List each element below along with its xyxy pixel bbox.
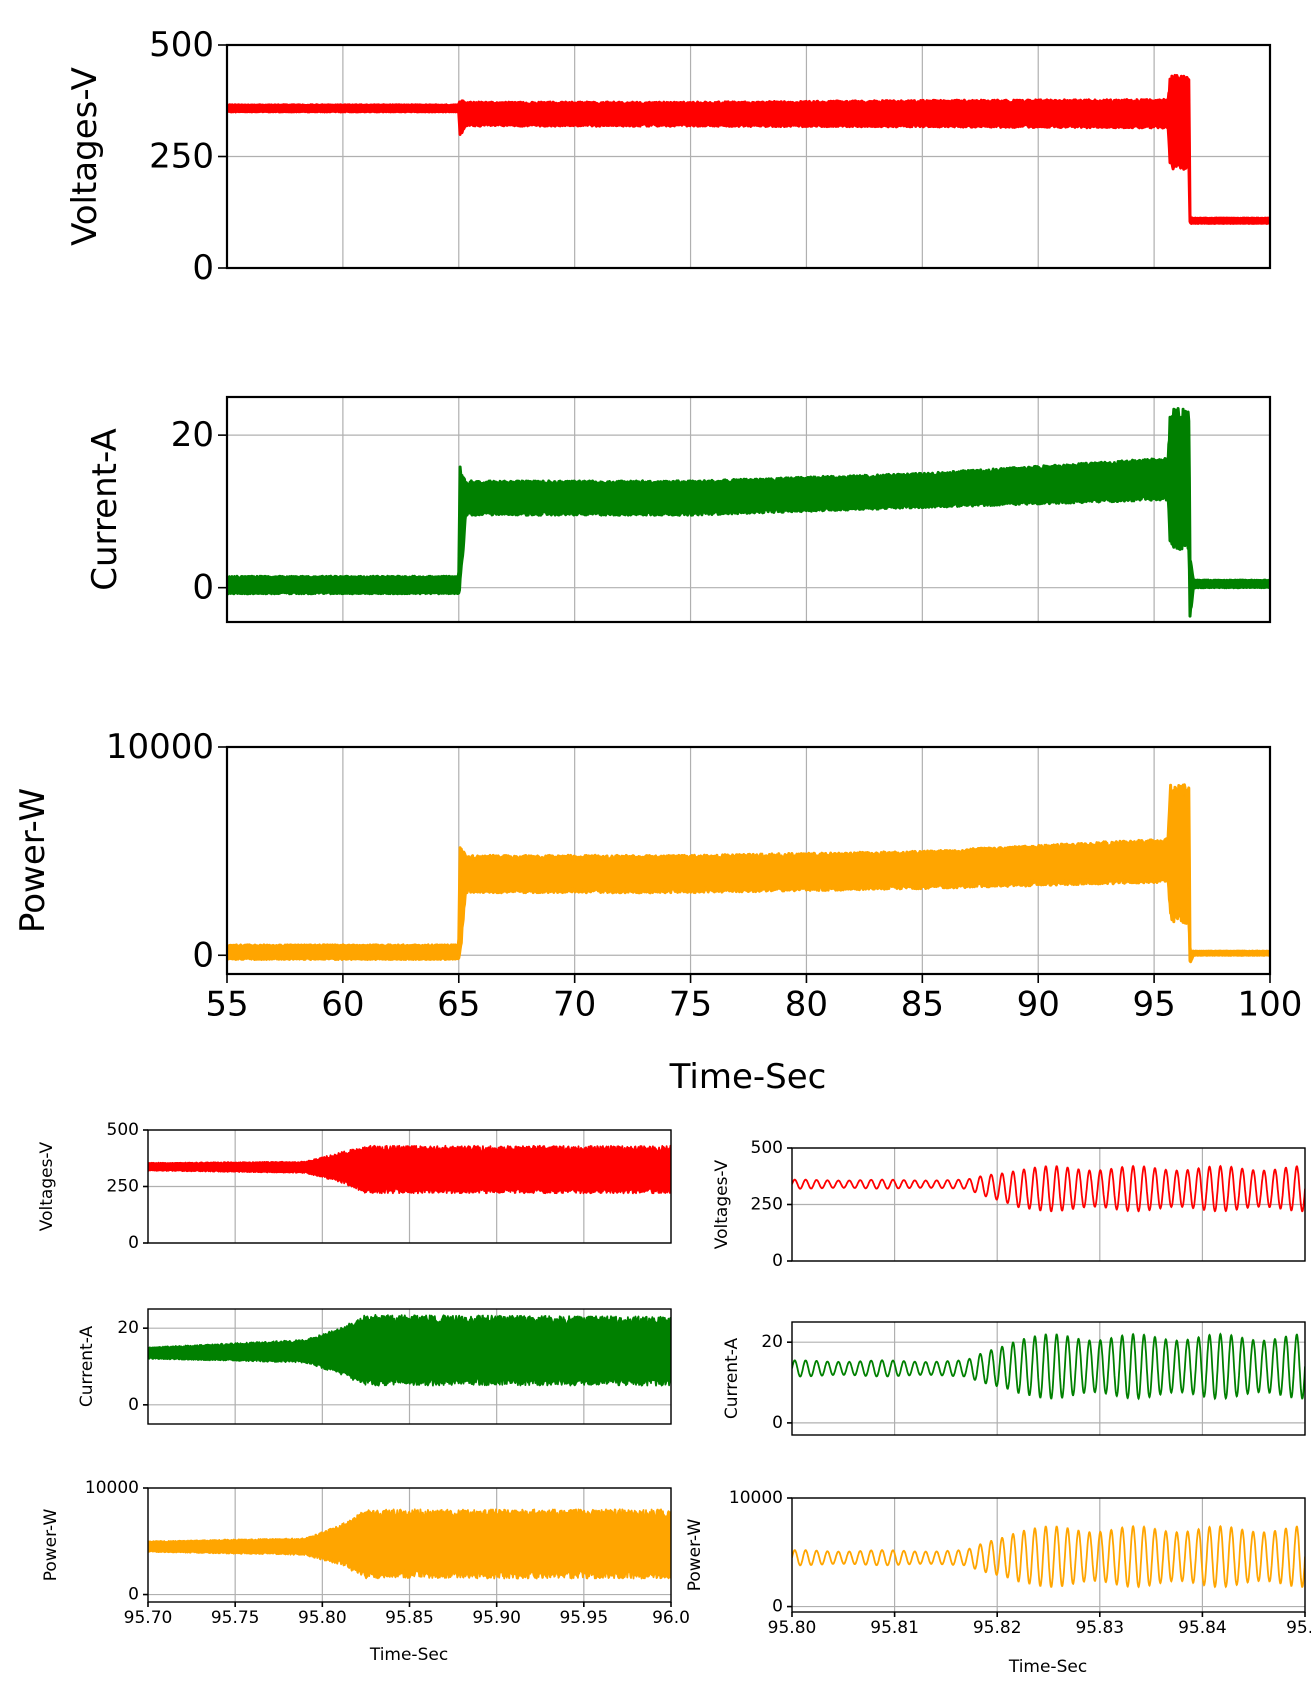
y-tick-label: 0 bbox=[192, 568, 214, 608]
x-tick-label: 70 bbox=[553, 984, 596, 1024]
x-tick-label: 95.80 bbox=[768, 1618, 817, 1638]
chart-panel-zoom2-power-w: 0 10000 95.80 95.81 95.82 95.83 95.84 95.8 Power… bbox=[685, 1488, 1311, 1677]
x-tick-label: 95.83 bbox=[1075, 1618, 1124, 1638]
series-voltage bbox=[148, 1144, 671, 1195]
y-axis-label: Power-W bbox=[685, 1519, 705, 1592]
x-tick-label: 95.82 bbox=[973, 1618, 1022, 1638]
series-current bbox=[792, 1332, 1305, 1401]
chart-panel-zoom1-voltages-v: 0 250 500 Voltages-V bbox=[37, 1120, 672, 1253]
chart-panel-main-power-w: 0 10000 55 60 65 70 75 80 85 90 95 100 Power-W Time-S… bbox=[13, 727, 1302, 1097]
y-tick-label: 20 bbox=[761, 1332, 783, 1352]
y-tick-label: 250 bbox=[751, 1195, 783, 1215]
y-tick-label: 500 bbox=[149, 25, 214, 65]
x-axis-label: Time-Sec bbox=[369, 1645, 448, 1665]
chart-panel-zoom1-current-a: 0 20 Current-A bbox=[77, 1308, 672, 1425]
axes-frame bbox=[225, 395, 1272, 624]
y-tick-label: 500 bbox=[107, 1120, 139, 1140]
y-tick-label: 10000 bbox=[729, 1488, 783, 1508]
x-tick-label: 95.85 bbox=[385, 1608, 434, 1628]
x-tick-label: 95.84 bbox=[1178, 1618, 1227, 1638]
chart-panel-zoom2-current-a: 0 20 Current-A bbox=[722, 1321, 1306, 1436]
x-tick-label: 95.75 bbox=[211, 1608, 260, 1628]
y-tick-label: 10000 bbox=[85, 1478, 139, 1498]
chart-panel-main-current-a: 0 20 Current-A bbox=[85, 395, 1272, 624]
axes-frame bbox=[791, 1497, 1306, 1613]
x-tick-label: 95 bbox=[1132, 984, 1175, 1024]
x-tick-label: 60 bbox=[321, 984, 364, 1024]
y-tick-label: 10000 bbox=[106, 727, 214, 767]
y-axis-label: Current-A bbox=[722, 1338, 742, 1420]
x-tick-label: 100 bbox=[1238, 984, 1303, 1024]
series-power bbox=[227, 783, 1270, 964]
x-tick-label: 80 bbox=[785, 984, 828, 1024]
y-tick-label: 0 bbox=[772, 1251, 783, 1271]
series-voltage bbox=[792, 1164, 1305, 1213]
x-axis-label: Time-Sec bbox=[1008, 1657, 1087, 1677]
x-tick-label: 95.81 bbox=[870, 1618, 919, 1638]
y-axis-label: Current-A bbox=[77, 1326, 97, 1408]
x-tick-label: 55 bbox=[205, 984, 248, 1024]
y-tick-label: 500 bbox=[751, 1138, 783, 1158]
x-tick-label: 95.8 bbox=[1286, 1618, 1311, 1638]
y-tick-label: 20 bbox=[171, 415, 214, 455]
axes-frame bbox=[791, 1321, 1306, 1436]
chart-panel-main-voltages-v: 0 250 500 Voltages-V bbox=[65, 25, 1272, 288]
chart-panel-zoom2-voltages-v: 0 250 500 Voltages-V bbox=[712, 1138, 1306, 1271]
y-tick-label: 0 bbox=[192, 248, 214, 288]
x-tick-label: 75 bbox=[669, 984, 712, 1024]
x-axis-label: Time-Sec bbox=[669, 1057, 827, 1097]
y-tick-label: 0 bbox=[128, 1233, 139, 1253]
y-axis-label: Voltages-V bbox=[65, 67, 105, 246]
y-axis-label: Power-W bbox=[41, 1509, 61, 1582]
x-tick-label: 85 bbox=[901, 984, 944, 1024]
y-tick-label: 0 bbox=[772, 1413, 783, 1433]
x-tick-label: 95.70 bbox=[124, 1608, 173, 1628]
series-current bbox=[227, 407, 1270, 618]
x-tick-label: 95.95 bbox=[559, 1608, 608, 1628]
axes-frame bbox=[147, 1308, 672, 1425]
chart-panel-zoom1-power-w: 0 10000 95.70 95.75 95.80 95.85 95.90 95.95 96.0… bbox=[41, 1478, 690, 1665]
x-tick-label: 65 bbox=[437, 984, 480, 1024]
x-tick-label: 90 bbox=[1017, 984, 1060, 1024]
y-axis-label: Current-A bbox=[85, 428, 125, 590]
x-tick-label: 95.90 bbox=[472, 1608, 521, 1628]
x-tick-label: 95.80 bbox=[298, 1608, 347, 1628]
series-power bbox=[148, 1508, 671, 1580]
y-tick-label: 250 bbox=[107, 1177, 139, 1197]
y-tick-label: 20 bbox=[117, 1318, 139, 1338]
y-tick-label: 0 bbox=[772, 1597, 783, 1617]
y-tick-label: 0 bbox=[128, 1585, 139, 1605]
y-axis-label: Voltages-V bbox=[712, 1159, 732, 1249]
y-tick-label: 250 bbox=[149, 137, 214, 177]
series-current bbox=[148, 1314, 671, 1387]
y-tick-label: 0 bbox=[192, 935, 214, 975]
series-power bbox=[792, 1524, 1305, 1589]
axes-frame bbox=[225, 745, 1272, 976]
x-tick-label: 96.0 bbox=[652, 1608, 690, 1628]
series-voltage bbox=[227, 73, 1270, 225]
y-axis-label: Voltages-V bbox=[37, 1141, 57, 1231]
y-axis-label: Power-W bbox=[13, 788, 53, 933]
y-tick-label: 0 bbox=[128, 1395, 139, 1415]
